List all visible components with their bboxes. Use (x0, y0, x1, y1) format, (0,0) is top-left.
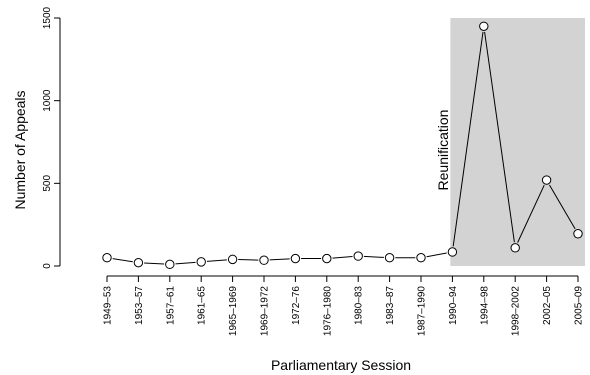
data-point (196, 257, 206, 267)
data-point (541, 175, 552, 185)
y-tick-label: 1000 (42, 89, 53, 112)
axes: 0 500 1000 1500 1949–53 1953–57 1957–61 1961–65… (42, 6, 585, 336)
x-tick-label: 1949–53 (103, 286, 114, 325)
series-line-segment (206, 259, 227, 262)
series-line-segment (517, 184, 545, 243)
data-point (165, 259, 175, 270)
series-appeals (102, 21, 583, 270)
x-tick-label: 1983–87 (385, 286, 396, 325)
series-line-segment (452, 31, 484, 247)
x-tick-label: 1972–76 (291, 286, 302, 325)
data-point (447, 247, 458, 257)
x-tick-label: 1969–1972 (260, 286, 271, 336)
x-tick-label: 1980–83 (354, 286, 365, 325)
reunification-shaded-region (450, 18, 585, 266)
y-tick-label: 1500 (42, 6, 53, 29)
y-tick-label: 500 (42, 175, 53, 192)
data-point (510, 243, 520, 253)
x-tick-label: 1965–1969 (228, 286, 239, 336)
series-line-segment (332, 256, 353, 259)
series-line-segment (269, 258, 290, 261)
x-tick-label: 2002–05 (542, 286, 553, 325)
x-tick-label: 1957–61 (165, 286, 176, 325)
series-line-segment (549, 184, 576, 230)
series-line-segment (144, 262, 165, 265)
data-point (479, 21, 489, 31)
series-line-segment (238, 259, 259, 261)
data-point (353, 251, 363, 261)
x-tick-label: 1994–98 (479, 286, 490, 325)
data-point (384, 253, 395, 263)
annotation-reunification: Reunification (435, 110, 451, 191)
data-point (416, 253, 426, 263)
data-point (322, 253, 332, 264)
y-tick-label: 0 (42, 263, 53, 269)
data-point (133, 257, 144, 268)
series-line-segment (426, 252, 447, 258)
y-axis-title: Number of Appeals (12, 90, 28, 209)
series-line-segment (484, 31, 515, 243)
data-point (573, 229, 583, 239)
data-point (102, 253, 112, 263)
x-tick-label: 1976–1980 (322, 286, 333, 336)
series-line-segment (112, 258, 133, 263)
data-point (259, 255, 269, 265)
data-point (227, 254, 238, 265)
x-axis-title: Parliamentary Session (271, 357, 411, 373)
x-tick-label: 1987–1990 (417, 286, 428, 336)
x-tick-label: 1998–2002 (511, 286, 522, 336)
x-tick-label: 1990–94 (448, 286, 459, 325)
data-point (290, 253, 301, 264)
x-tick-label: 1961–65 (197, 286, 208, 325)
series-line-segment (363, 255, 384, 258)
x-tick-label: 2005–09 (574, 286, 585, 325)
x-tick-label: 1953–57 (134, 286, 145, 325)
series-line-segment (175, 261, 196, 265)
